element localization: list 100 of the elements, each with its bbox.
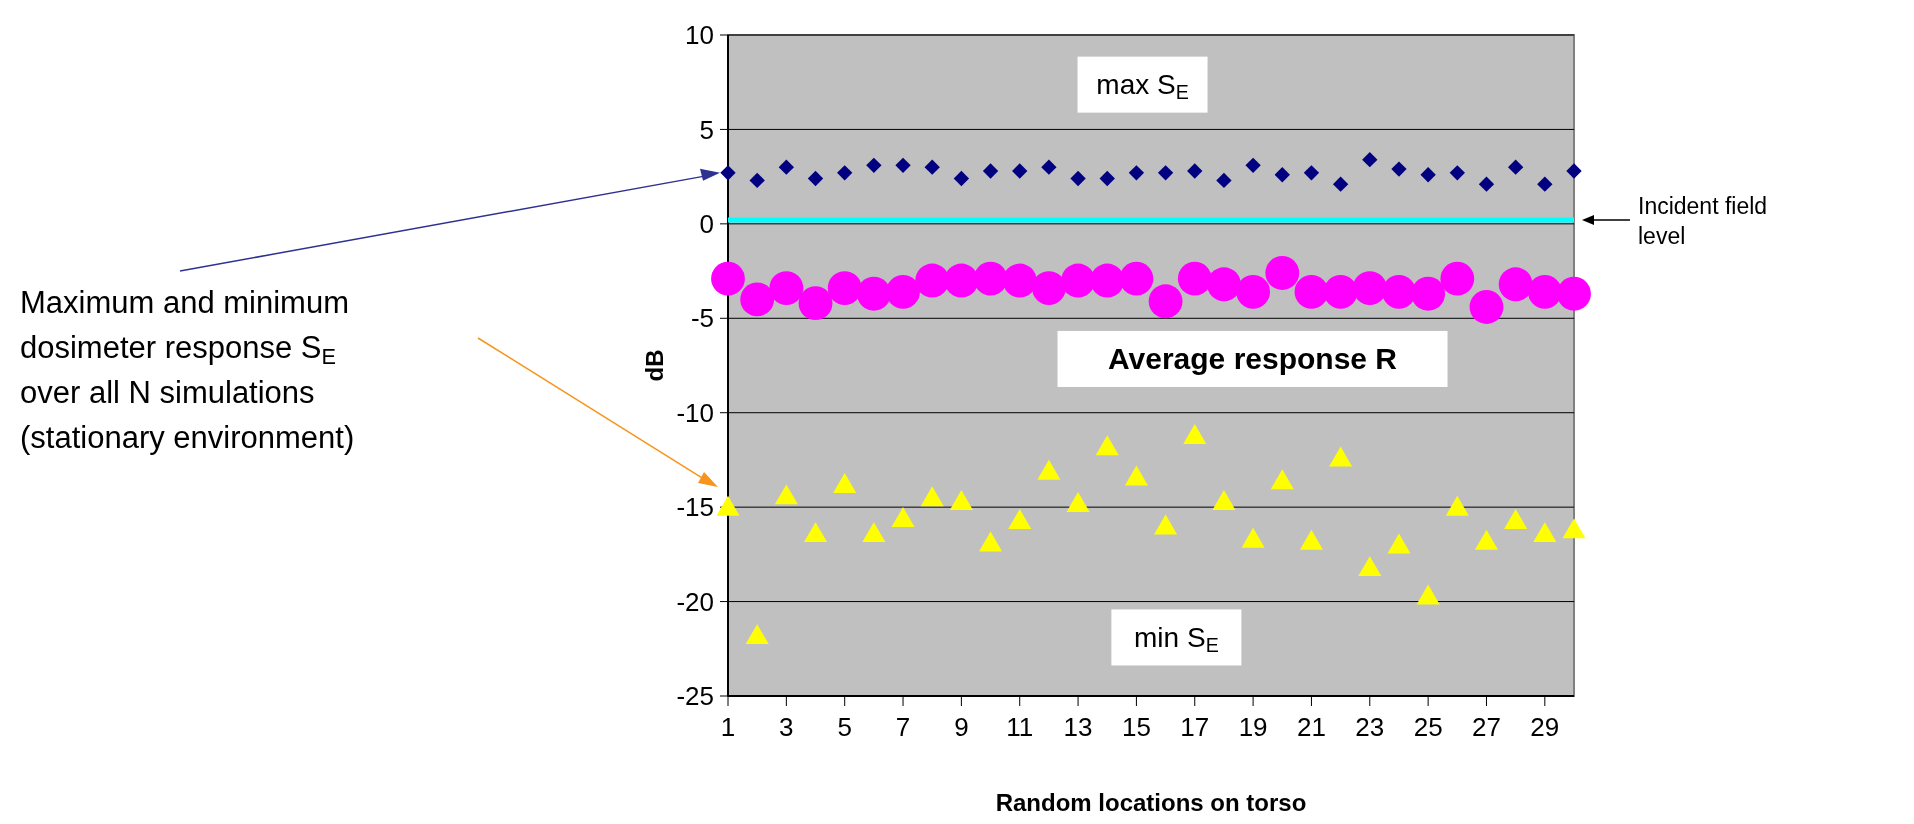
point (895, 157, 911, 173)
point (973, 261, 1008, 296)
point (1504, 508, 1528, 529)
point (1207, 267, 1241, 302)
text: min S$_{E}$ (1134, 622, 1219, 657)
y-tick-label: -10 (676, 397, 714, 428)
point (1332, 176, 1349, 192)
x-tick-label: 23 (1355, 712, 1385, 742)
point (745, 624, 769, 645)
point (1183, 423, 1207, 444)
x-tick-label: 27 (1472, 712, 1501, 742)
point (1420, 167, 1436, 183)
point (1449, 165, 1465, 181)
point (862, 522, 886, 543)
point (1157, 165, 1174, 181)
point (720, 165, 736, 181)
point (1061, 263, 1095, 298)
point (1416, 584, 1440, 605)
point (1478, 176, 1495, 192)
point (1303, 165, 1320, 181)
x-axis-title: Random locations on torso (995, 789, 1307, 816)
point (1411, 276, 1446, 311)
point (1274, 167, 1290, 183)
point (1474, 529, 1499, 550)
point (837, 165, 853, 181)
point (1391, 161, 1407, 177)
x-tick-label: 1 (720, 712, 736, 742)
x-tick-label: 17 (1180, 712, 1210, 742)
point (949, 490, 973, 511)
point (769, 271, 804, 305)
point (1445, 495, 1469, 516)
point (778, 159, 795, 175)
point (1002, 263, 1037, 298)
point (1382, 274, 1416, 309)
point (1352, 271, 1387, 305)
x-tick-label: 9 (954, 712, 969, 742)
point (1154, 514, 1178, 535)
point (982, 163, 999, 179)
x-tick-label: 25 (1413, 712, 1443, 742)
point (915, 263, 950, 298)
point (716, 495, 740, 516)
point (1498, 267, 1533, 302)
point (1119, 261, 1154, 296)
point (833, 473, 857, 494)
point (1095, 435, 1119, 456)
point (1299, 529, 1323, 550)
text: max S$_{E}$ (1096, 69, 1189, 104)
y-tick-label: 0 (699, 208, 714, 239)
point (1148, 284, 1183, 319)
point (1187, 163, 1203, 179)
point (856, 276, 891, 311)
point (1537, 176, 1553, 192)
point (953, 170, 970, 187)
point (1216, 172, 1232, 189)
point (1177, 261, 1212, 296)
point (1557, 276, 1591, 311)
point (944, 263, 979, 298)
point (1212, 490, 1236, 511)
point (866, 157, 882, 173)
point (711, 261, 745, 296)
y-tick-label: 5 (699, 114, 714, 145)
point (1362, 151, 1378, 168)
point (920, 486, 944, 507)
series-label: Average response R (1108, 342, 1398, 376)
point (1294, 274, 1329, 309)
point (1241, 527, 1265, 548)
point (1099, 170, 1115, 187)
y-tick-label: -15 (676, 492, 714, 523)
x-tick-label: 19 (1238, 712, 1268, 742)
y-tick-label: -20 (676, 586, 714, 617)
point (1507, 159, 1524, 175)
point (979, 531, 1003, 552)
x-tick-label: 21 (1296, 712, 1326, 742)
point (1090, 263, 1125, 298)
point (1358, 556, 1382, 577)
x-tick-label: 29 (1530, 712, 1560, 742)
point (803, 522, 828, 543)
point (891, 507, 915, 528)
point (807, 170, 824, 187)
point (1037, 459, 1061, 480)
x-tick-label: 3 (779, 712, 794, 742)
point (774, 484, 798, 505)
x-tick-label: 7 (895, 712, 911, 742)
point (1128, 165, 1145, 181)
point (924, 159, 940, 175)
point (749, 172, 765, 189)
x-tick-label: 5 (837, 712, 852, 742)
ref-line-label: Incident field level (1638, 193, 1768, 249)
point (1070, 170, 1086, 187)
point (1270, 469, 1294, 490)
point (740, 282, 775, 317)
y-tick-label: 10 (685, 20, 714, 51)
point (1236, 274, 1271, 309)
x-tick-label: 15 (1121, 712, 1151, 742)
point (886, 274, 920, 309)
y-tick-label: -25 (676, 681, 714, 712)
point (1323, 274, 1358, 309)
x-tick-label: 11 (1006, 712, 1034, 742)
point (1387, 533, 1411, 554)
point (1245, 157, 1261, 173)
